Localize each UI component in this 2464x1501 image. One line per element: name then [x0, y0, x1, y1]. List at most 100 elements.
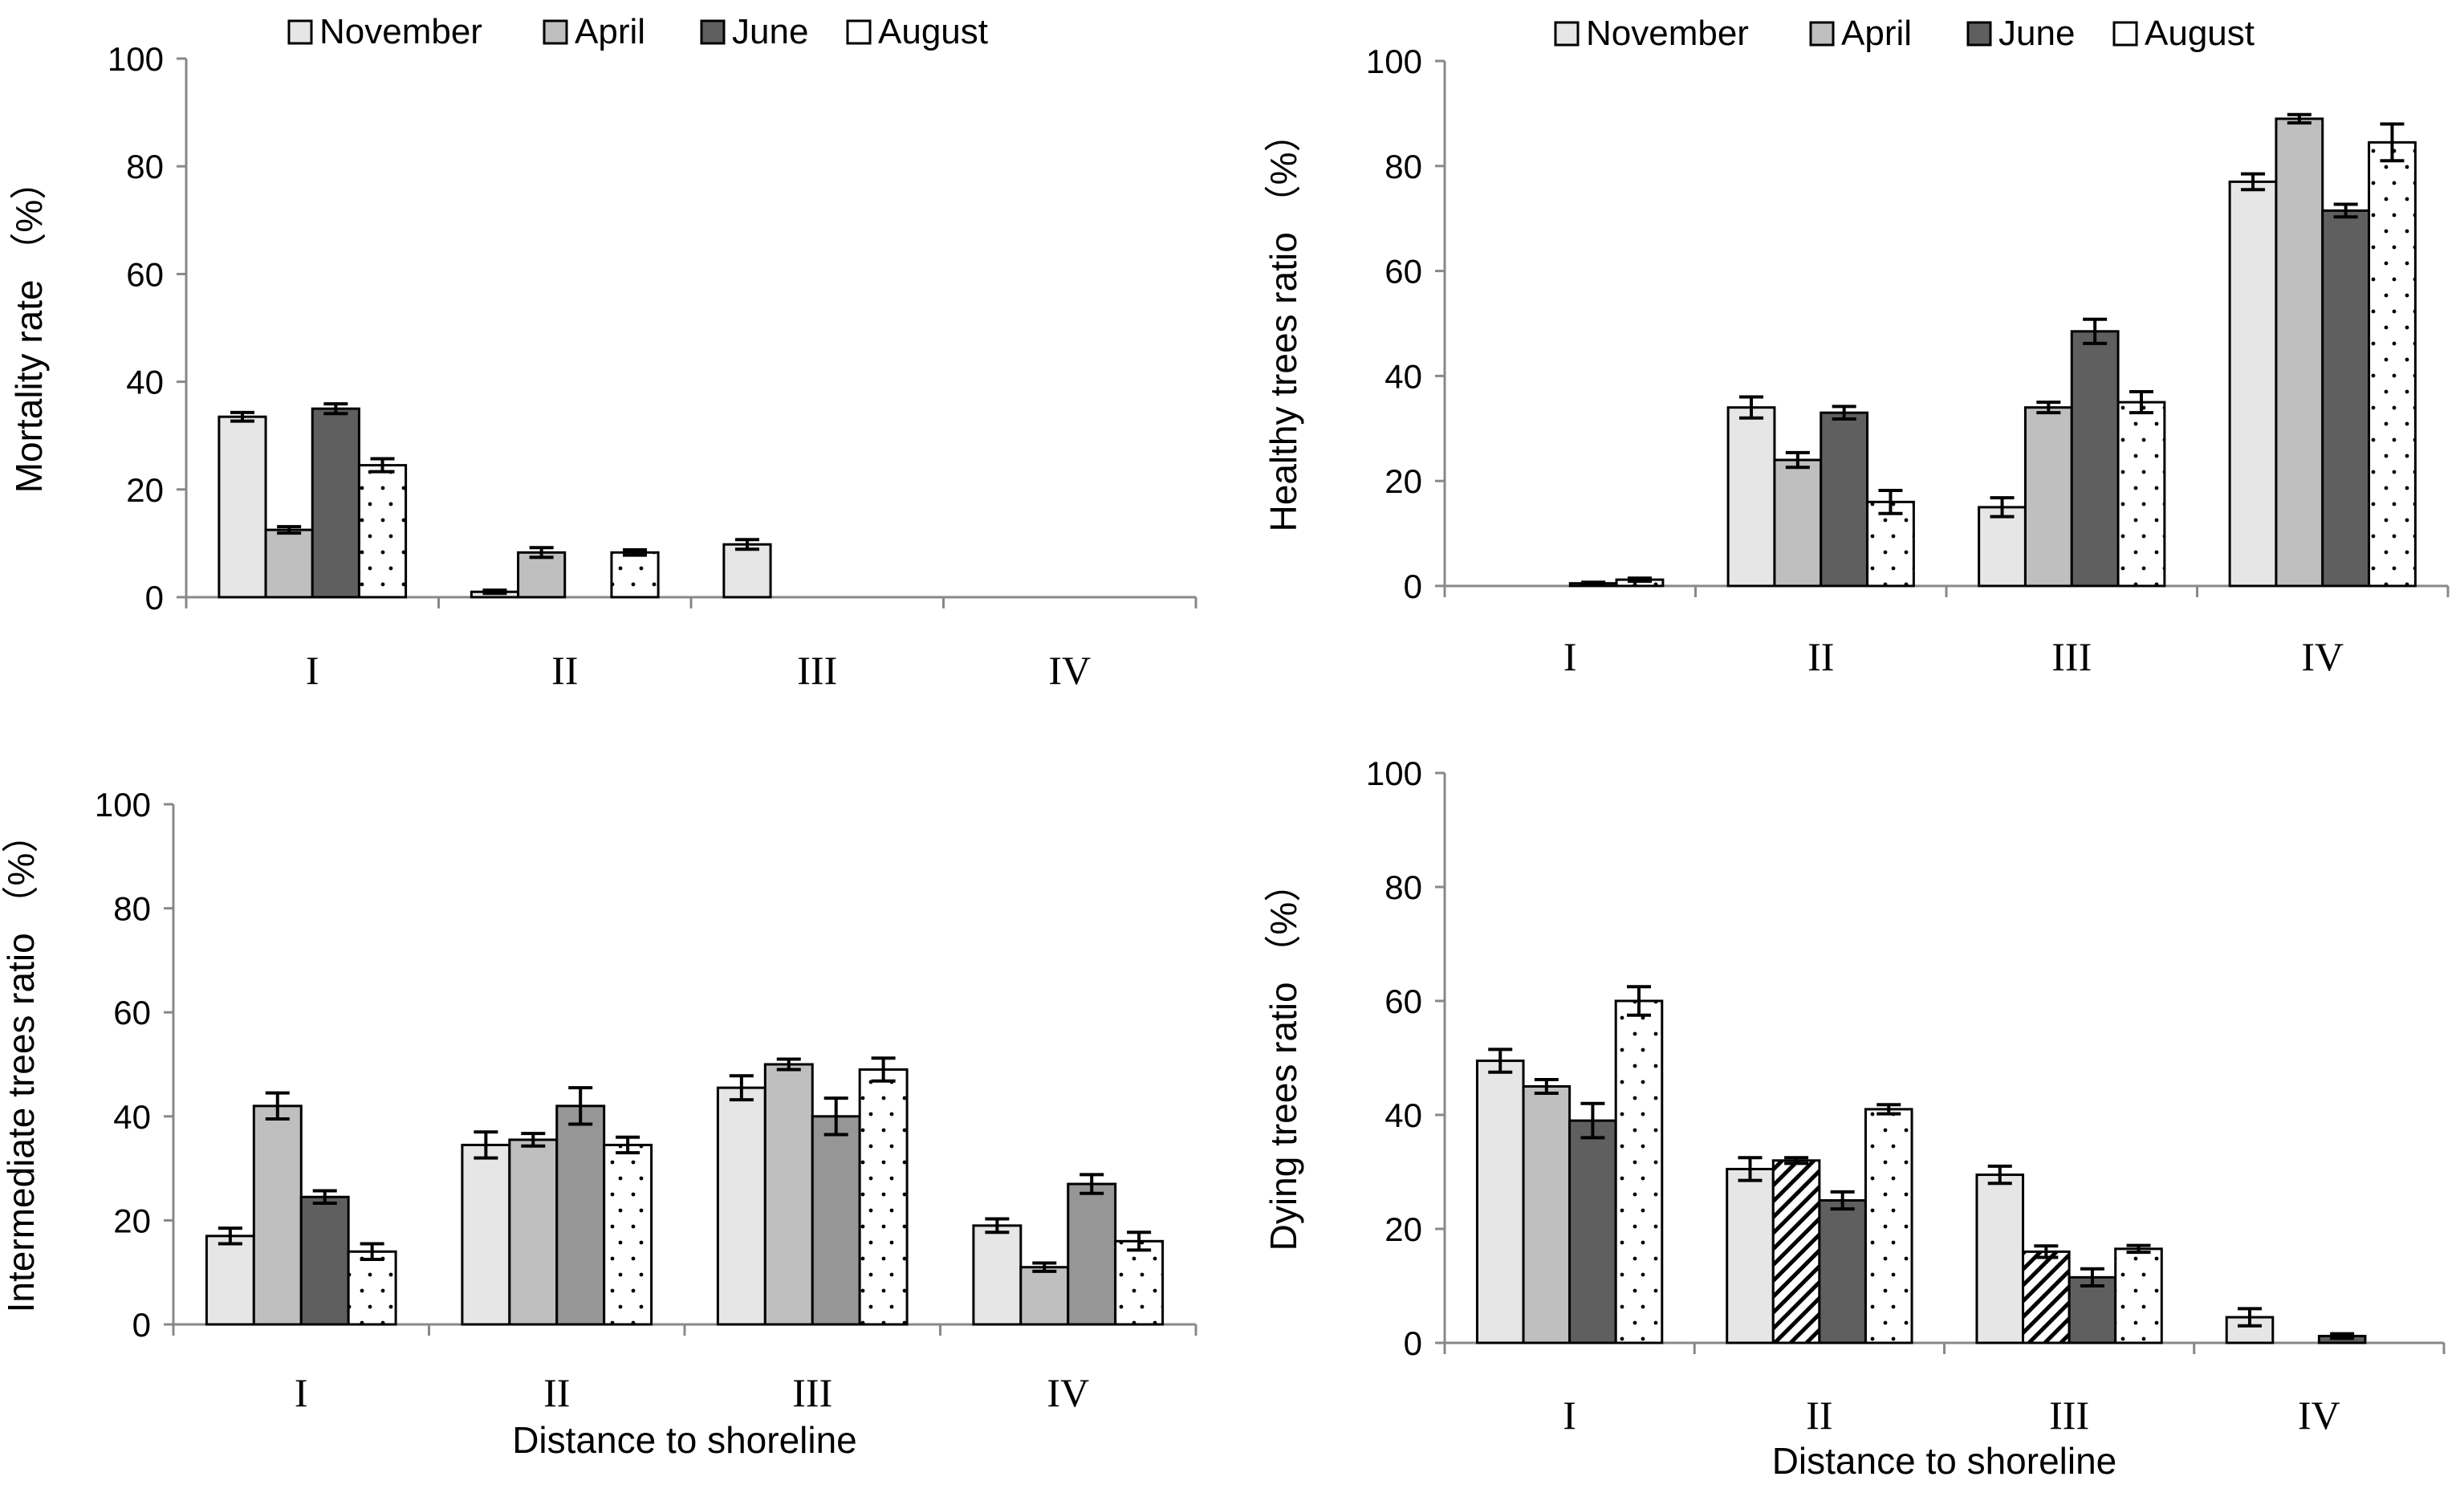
- y-tick-label: 80: [113, 890, 151, 928]
- y-axis-title: Mortality rate （%）: [8, 163, 50, 494]
- y-tick-label: 100: [108, 40, 164, 78]
- bar-august-iii: [2114, 1247, 2163, 1344]
- category-label: I: [1563, 1393, 1576, 1438]
- legend-swatch-november: [287, 19, 313, 45]
- y-tick-label: 60: [113, 994, 151, 1031]
- y-tick-label: 100: [1366, 755, 1422, 792]
- bar-november-i: [218, 415, 267, 599]
- y-tick-label: 20: [113, 1202, 151, 1239]
- y-tick-label: 0: [1404, 1324, 1422, 1362]
- bar-june-iii: [2070, 330, 2120, 588]
- legend-label: April: [575, 12, 645, 51]
- bar-april-iv: [1019, 1266, 1070, 1326]
- bar-august-ii: [1864, 1108, 1913, 1344]
- legend: November April June August: [1554, 14, 2255, 53]
- bar-june-iv: [2321, 209, 2371, 588]
- y-tick-label: 40: [1384, 357, 1422, 395]
- legend-label: August: [2145, 14, 2255, 53]
- y-tick-label: 40: [126, 364, 164, 401]
- bar-november-ii: [1726, 1167, 1775, 1344]
- y-tick-label: 40: [1384, 1096, 1422, 1134]
- bar-november-iii: [716, 1086, 766, 1326]
- bar-april-iii: [763, 1063, 814, 1326]
- y-tick-label: 60: [126, 255, 164, 293]
- legend-label: April: [1841, 14, 1912, 53]
- y-tick-label: 20: [1384, 462, 1422, 500]
- bar-june-iii: [2068, 1275, 2117, 1344]
- y-axis-title: Intermediate trees ratio （%）: [0, 816, 42, 1313]
- legend-swatch-april: [543, 19, 568, 45]
- bar-november-iv: [972, 1224, 1023, 1326]
- y-tick-label: 0: [132, 1306, 151, 1344]
- legend-swatch-april: [1809, 21, 1835, 47]
- bar-april-i: [1522, 1085, 1572, 1344]
- bar-november-iii: [1978, 506, 2027, 588]
- bar-august-ii: [603, 1143, 653, 1326]
- category-label: I: [1563, 634, 1577, 679]
- legend-label: November: [319, 12, 482, 51]
- category-label: II: [543, 1370, 570, 1415]
- y-tick-label: 0: [1404, 567, 1422, 605]
- category-label: IV: [1048, 648, 1091, 693]
- y-tick-label: 80: [126, 148, 164, 185]
- bar-august-iv: [1114, 1239, 1165, 1326]
- legend-label: August: [878, 12, 988, 51]
- bar-april-i: [252, 1104, 303, 1326]
- category-label: IV: [2298, 1393, 2340, 1438]
- category-label: II: [1807, 634, 1834, 679]
- bar-april-iii: [2023, 406, 2073, 588]
- y-tick-label: 100: [1366, 43, 1422, 80]
- category-label: I: [295, 1370, 308, 1415]
- legend: November April June August: [287, 12, 988, 51]
- bar-april-iv: [2275, 117, 2324, 588]
- category-label: III: [2051, 634, 2092, 679]
- bar-august-i: [357, 464, 408, 599]
- y-tick-label: 20: [126, 471, 164, 509]
- bar-april-ii: [517, 551, 567, 599]
- legend-swatch-august: [846, 19, 872, 45]
- legend-swatch-august: [2112, 21, 2138, 47]
- bar-august-i: [1614, 999, 1664, 1344]
- y-axis-title: Healthy trees ratio （%）: [1262, 116, 1304, 532]
- legend-label: November: [1586, 14, 1749, 53]
- category-label: II: [551, 648, 578, 693]
- y-tick-label: 100: [95, 786, 151, 824]
- bar-june-iii: [811, 1115, 861, 1326]
- legend-label: June: [1998, 14, 2075, 53]
- bar-august-i: [347, 1250, 397, 1326]
- legend-swatch-november: [1554, 21, 1580, 47]
- bar-november-iii: [1975, 1174, 2025, 1344]
- y-tick-label: 60: [1384, 982, 1422, 1020]
- category-label: IV: [2301, 634, 2344, 679]
- y-tick-label: 80: [1384, 868, 1422, 906]
- bar-june-ii: [1818, 1199, 1867, 1344]
- bar-november-ii: [1726, 406, 1776, 588]
- bar-june-ii: [555, 1104, 606, 1326]
- x-axis-title: Distance to shoreline: [1772, 1440, 2117, 1482]
- legend-swatch-june: [1966, 21, 1992, 47]
- bar-june-i: [1568, 1119, 1617, 1344]
- y-tick-label: 20: [1384, 1210, 1422, 1248]
- bar-august-iv: [2368, 140, 2417, 588]
- category-label: II: [1806, 1393, 1832, 1438]
- y-tick-label: 0: [145, 579, 164, 616]
- bar-november-ii: [461, 1143, 511, 1326]
- bar-june-i: [299, 1195, 350, 1326]
- bar-june-ii: [1820, 411, 1869, 588]
- bar-august-iii: [858, 1068, 909, 1326]
- bar-august-iii: [2116, 401, 2166, 588]
- bar-august-ii: [610, 551, 660, 599]
- category-label: III: [792, 1370, 832, 1415]
- bar-november-iv: [2228, 180, 2278, 588]
- bar-april-ii: [508, 1138, 559, 1326]
- bar-june-iv: [1067, 1182, 1117, 1326]
- y-tick-label: 40: [113, 1098, 151, 1136]
- bar-april-i: [264, 528, 314, 599]
- category-label: IV: [1047, 1370, 1089, 1415]
- bar-april-ii: [1773, 458, 1823, 588]
